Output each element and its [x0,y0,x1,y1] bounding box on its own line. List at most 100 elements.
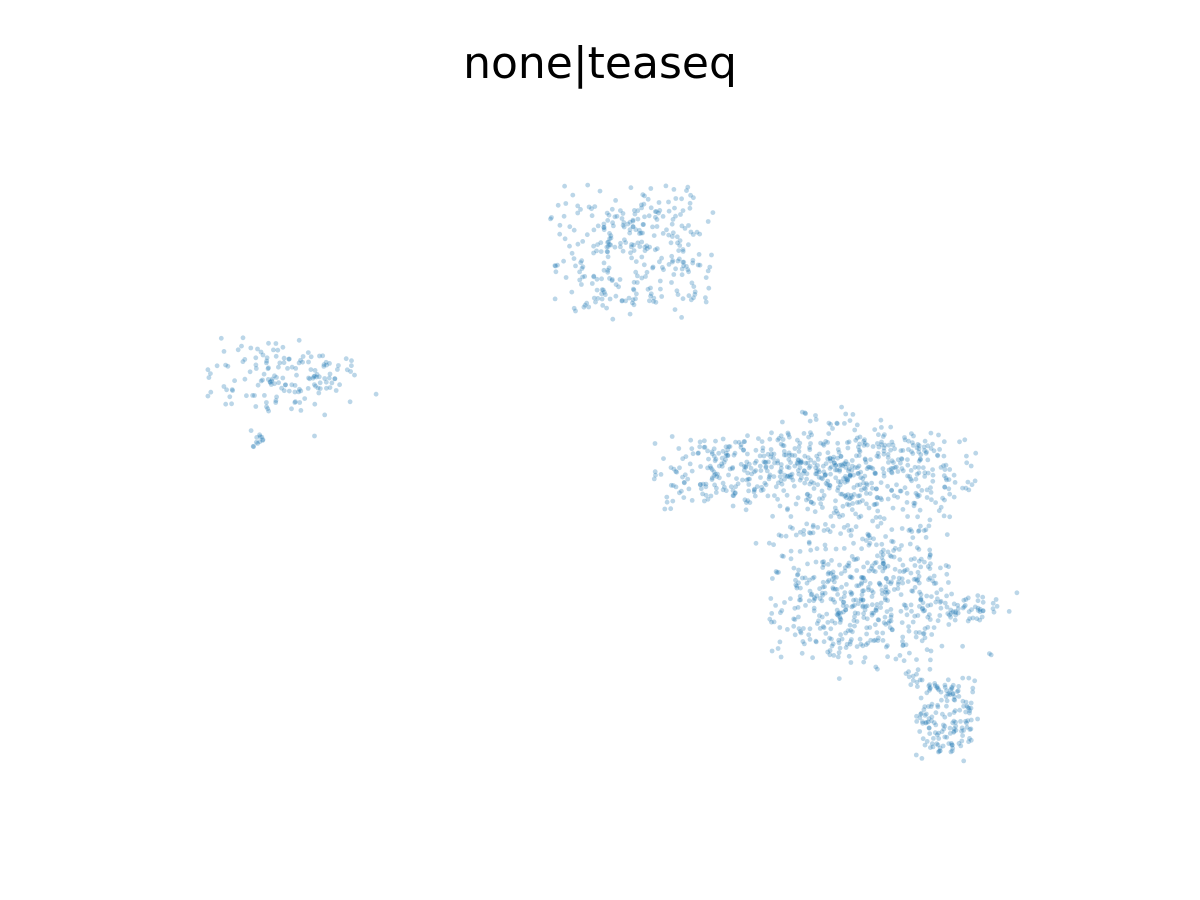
scatter-point [700,481,706,487]
scatter-point [906,447,911,452]
scatter-point [653,299,659,305]
scatter-point [599,296,605,302]
scatter-point [802,641,807,647]
scatter-point [632,211,638,217]
scatter-point [795,495,801,501]
scatter-point [837,614,843,620]
scatter-point [825,527,831,532]
scatter-point [312,433,317,439]
scatter-point [961,703,966,709]
scatter-point [881,448,887,454]
scatter-point [896,547,902,552]
scatter-point [932,681,938,686]
scatter-point [767,436,773,442]
scatter-point [690,451,696,457]
scatter-point [914,545,920,551]
scatter-point [854,500,860,505]
scatter-point [772,493,777,498]
scatter-point [961,597,967,603]
scatter-point [229,387,235,392]
scatter-point [666,208,672,214]
scatter-point [619,298,625,303]
scatter-point [591,227,597,233]
scatter-point [630,300,635,306]
scatter-point [296,337,302,343]
scatter-point [214,363,220,369]
scatter-point [912,500,918,506]
scatter-point [269,376,275,382]
scatter-point [265,406,271,412]
scatter-point [880,552,886,557]
scatter-point [878,605,883,610]
scatter-point [927,687,932,693]
scatter-point [922,438,928,444]
scatter-point [652,441,658,446]
scatter-point [639,254,645,260]
scatter-point [700,491,705,497]
scatter-point [953,719,958,725]
scatter-point [593,299,598,305]
scatter-point [804,492,810,497]
scatter-point [925,624,931,630]
scatter-point [868,465,874,471]
scatter-point [834,587,840,592]
scatter-point [905,514,910,519]
scatter-point [813,471,818,477]
scatter-point [927,612,932,618]
scatter-point [908,602,914,608]
scatter-point [902,485,908,491]
scatter-point [769,464,774,470]
scatter-point [778,462,784,467]
scatter-point [635,208,641,214]
scatter-point [314,372,320,377]
scatter-point [670,230,676,236]
scatter-point [577,277,583,283]
scatter-point [890,442,896,448]
scatter-point [781,443,787,449]
scatter-point [864,482,870,488]
scatter-point [890,539,896,545]
scatter-point [946,690,952,696]
scatter-point [936,749,941,755]
scatter-point [673,484,679,490]
scatter-point [925,457,931,463]
scatter-point [964,460,970,466]
scatter-point [918,597,923,603]
scatter-point [888,466,894,471]
scatter-point [697,444,703,450]
scatter-point [672,307,678,312]
scatter-point [921,608,926,614]
scatter-point [942,734,948,740]
scatter-point [637,244,643,250]
scatter-point [633,259,639,264]
scatter-point [894,482,899,488]
scatter-point [863,538,869,543]
scatter-point [789,474,794,480]
scatter-point [947,692,953,698]
scatter-point [901,569,907,575]
scatter-point [633,296,638,302]
scatter-point [922,742,928,748]
scatter-point [806,598,812,604]
scatter-point [892,465,898,470]
scatter-point [690,257,696,263]
scatter-point [885,643,890,648]
scatter-point [682,226,688,231]
scatter-point [594,248,599,254]
scatter-point [896,575,902,581]
scatter-point [845,461,851,467]
scatter-point [862,655,868,660]
scatter-point [904,605,909,611]
scatter-point [871,536,876,542]
scatter-point [793,501,799,507]
scatter-point [848,472,853,478]
scatter-point [972,478,978,484]
scatter-point [944,477,949,483]
scatter-point [775,646,781,651]
scatter-point [885,654,890,660]
scatter-point [752,493,758,499]
scatter-point [631,279,637,285]
scatter-point [658,472,664,477]
scatter-point [630,224,636,230]
scatter-point [316,374,322,380]
